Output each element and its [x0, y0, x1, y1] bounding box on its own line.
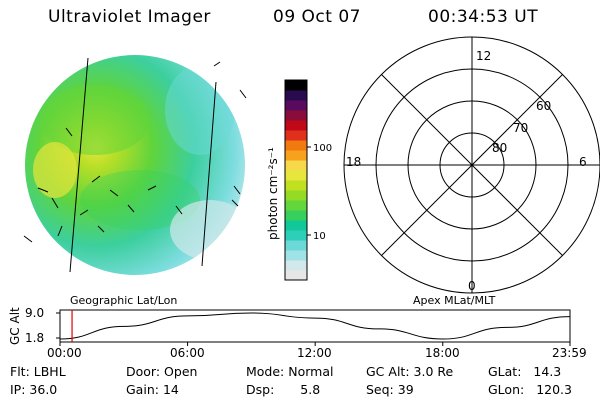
glon-value: 120.3	[536, 382, 572, 397]
gcalt-readout: GC Alt: 3.0 Re	[366, 364, 453, 379]
alt-xtick-1800: 18:00	[425, 346, 460, 360]
colorbar-cell	[285, 110, 307, 121]
glat-value: 14.3	[533, 364, 562, 379]
colorbar-cell	[285, 180, 307, 191]
altitude-plot: 9.0 1.8 GC Alt 00:00 06:00 12:00 18:00 2…	[8, 306, 587, 360]
glat-readout: GLat: 14.3	[488, 364, 561, 379]
mode-value: Normal	[288, 364, 334, 379]
mlt-label-12: 12	[476, 49, 491, 63]
alt-xtick-0000: 00:00	[47, 346, 82, 360]
alt-ytick-9: 9.0	[25, 306, 44, 320]
colorbar: 100 10 photon cm⁻²s⁻¹	[266, 79, 332, 281]
colorbar-tick-10: 10	[313, 231, 326, 242]
alt-xtick-1200: 12:00	[297, 346, 332, 360]
geographic-label: Geographic Lat/Lon	[70, 294, 177, 307]
mode-label: Mode:	[246, 364, 285, 379]
glat-label: GLat:	[488, 364, 522, 379]
colorbar-cell	[285, 120, 307, 131]
coastline-marks	[23, 61, 247, 243]
colorbar-cell	[285, 260, 307, 271]
gain-value: 14	[162, 382, 179, 397]
seq-value: 39	[397, 382, 414, 397]
dsp-label: Dsp:	[246, 382, 275, 397]
colorbar-tick-100: 100	[313, 143, 332, 154]
gcalt-label: GC Alt:	[366, 364, 410, 379]
ip-label: IP:	[10, 382, 26, 397]
altitude-curve	[59, 312, 571, 340]
colorbar-cell	[285, 230, 307, 241]
colorbar-cell	[285, 210, 307, 221]
colorbar-cell	[285, 130, 307, 141]
colorbar-cell	[285, 240, 307, 251]
lat-label-80: 80	[492, 141, 507, 155]
date-label: 09 Oct 07	[273, 7, 361, 27]
auroral-image	[23, 55, 247, 275]
colorbar-cell	[285, 220, 307, 231]
lat-label-60: 60	[536, 99, 551, 113]
mlt-label-6: 6	[579, 155, 587, 169]
alt-ytick-1-8: 1.8	[25, 331, 44, 345]
colorbar-cell	[285, 250, 307, 261]
colorbar-cell	[285, 90, 307, 101]
gain-label: Gain:	[126, 382, 159, 397]
instrument-title: Ultraviolet Imager	[48, 7, 211, 27]
colorbar-cell	[285, 170, 307, 181]
colorbar-cell	[285, 200, 307, 211]
alt-xtick-0600: 06:00	[170, 346, 205, 360]
colorbar-cell	[285, 150, 307, 161]
glon-readout: GLon: 120.3	[488, 382, 572, 397]
colorbar-cell	[285, 80, 307, 91]
time-label: 00:34:53 UT	[428, 7, 539, 27]
alt-ylabel: GC Alt	[8, 307, 22, 345]
door-value: Open	[164, 364, 198, 379]
polar-labels: 60 70 80 12 18 6 0	[346, 49, 587, 293]
colorbar-cell	[285, 160, 307, 171]
mlt-label-0: 0	[468, 279, 476, 293]
flt-value: LBHL	[33, 364, 66, 379]
lat-label-70: 70	[513, 121, 528, 135]
colorbar-cell	[285, 140, 307, 151]
gcalt-value: 3.0 Re	[413, 364, 454, 379]
colorbar-unit-label: photon cm⁻²s⁻¹	[266, 147, 280, 240]
mode-readout: Mode: Normal	[246, 364, 334, 379]
door-readout: Door: Open	[126, 364, 197, 379]
mlt-label-18: 18	[346, 155, 361, 169]
colorbar-cell	[285, 190, 307, 201]
alt-xtick-2359: 23:59	[552, 346, 587, 360]
seq-readout: Seq: 39	[366, 382, 414, 397]
ip-readout: IP: 36.0	[10, 382, 57, 397]
gain-readout: Gain: 14	[126, 382, 179, 397]
colorbar-cell	[285, 270, 307, 281]
glon-label: GLon:	[488, 382, 525, 397]
ip-value: 36.0	[29, 382, 58, 397]
door-label: Door:	[126, 364, 161, 379]
flt-label: Flt:	[10, 364, 30, 379]
dsp-readout: Dsp: 5.8	[246, 382, 320, 397]
apex-label: Apex MLat/MLT	[413, 294, 496, 307]
dsp-value: 5.8	[300, 382, 321, 397]
polar-grid	[343, 36, 600, 294]
seq-label: Seq:	[366, 382, 394, 397]
flt-readout: Flt: LBHL	[10, 364, 66, 379]
colorbar-cell	[285, 100, 307, 111]
